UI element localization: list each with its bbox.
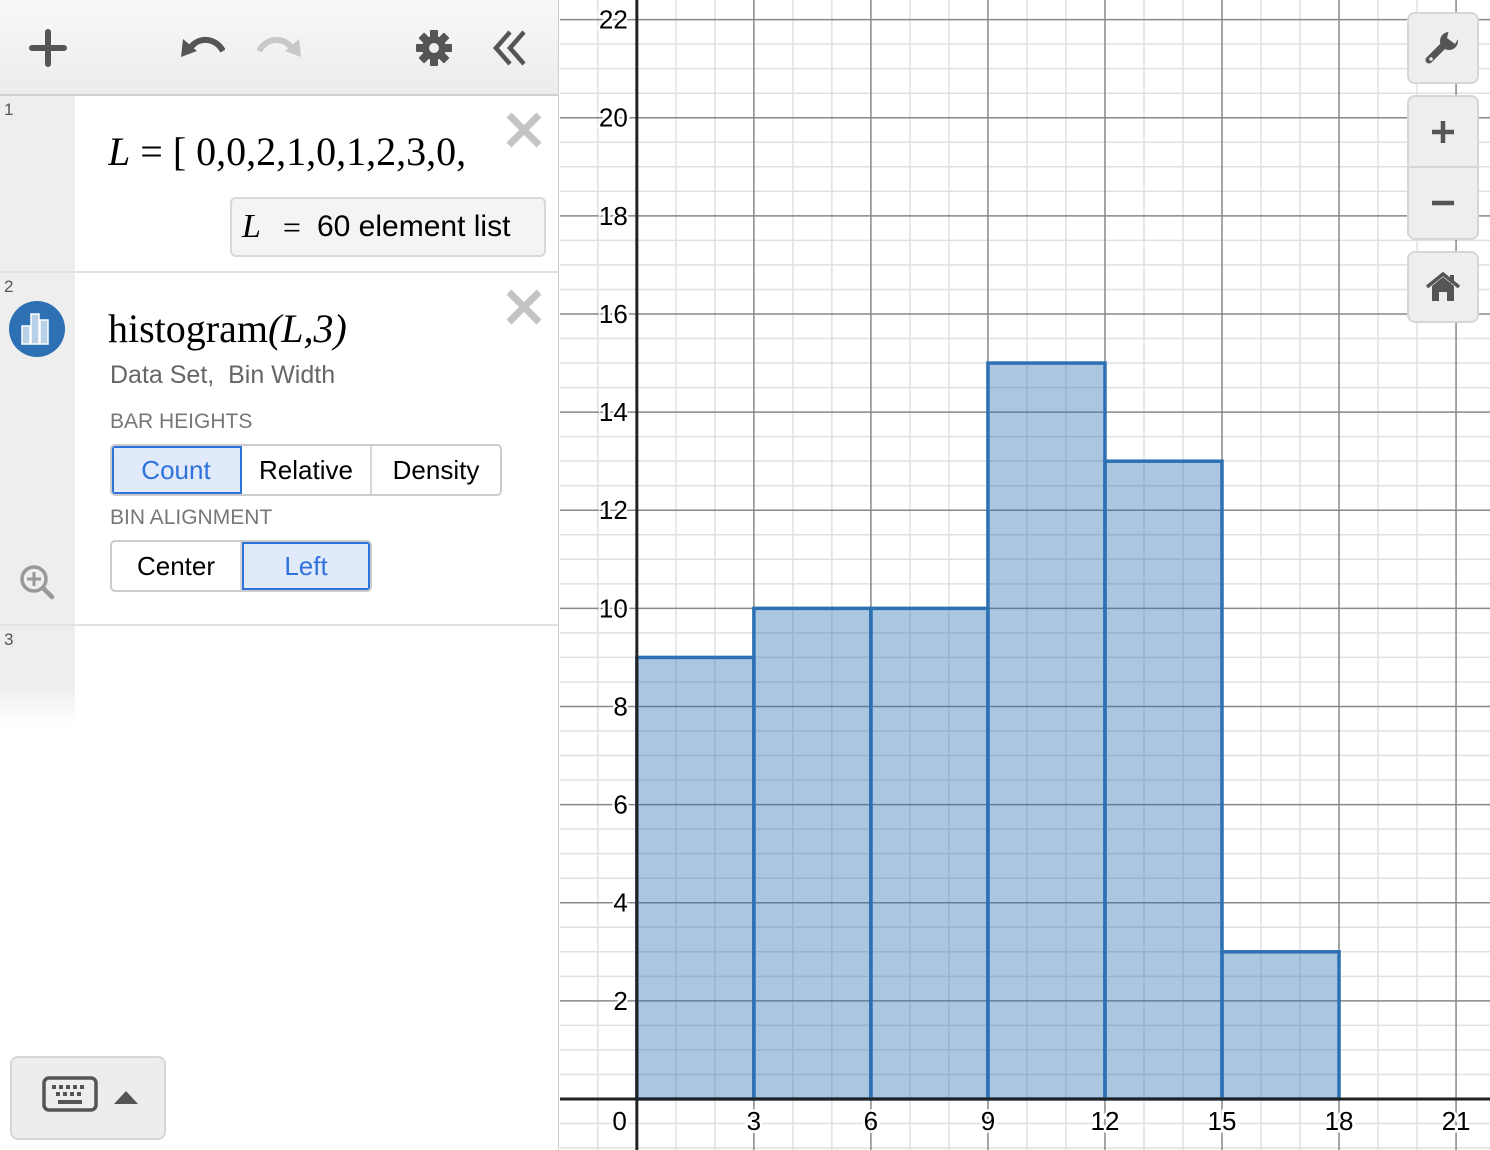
settings-button[interactable]	[410, 24, 458, 72]
x-tick-label: 0	[612, 1106, 626, 1136]
y-tick-label: 22	[599, 5, 628, 35]
row-number: 3	[4, 630, 14, 649]
redo-icon	[257, 37, 301, 57]
bin-alignment-label: BIN ALIGNMENT	[110, 506, 273, 529]
zoom-out-button[interactable]	[1409, 168, 1477, 238]
graph-settings-button[interactable]	[1407, 12, 1479, 84]
y-tick-label: 18	[599, 201, 628, 231]
collapse-panel-button[interactable]	[486, 24, 534, 72]
summary-equals: =	[282, 208, 301, 245]
y-tick-label: 20	[599, 103, 628, 133]
zoom-in-button[interactable]	[1409, 97, 1477, 168]
y-tick-label: 4	[613, 888, 627, 918]
function-args: (L,3)	[267, 306, 347, 351]
redo-button[interactable]	[256, 24, 304, 72]
x-tick-label: 9	[981, 1106, 995, 1136]
y-tick-label: 14	[599, 397, 628, 427]
bar-heights-selector: Count Relative Density	[110, 444, 502, 496]
bin-alignment-selector: Center Left	[110, 540, 372, 592]
x-tick-label: 12	[1091, 1106, 1120, 1136]
delete-expression-2-icon[interactable]	[504, 287, 544, 327]
histogram-color-icon[interactable]	[8, 300, 66, 358]
x-tick-label: 15	[1208, 1106, 1237, 1136]
zoom-controls	[1407, 95, 1479, 240]
y-tick-label: 16	[599, 299, 628, 329]
y-tick-label: 6	[613, 790, 627, 820]
summary-variable: L	[242, 208, 261, 245]
row-gutter: 3	[0, 626, 75, 726]
histogram-bar	[752, 606, 873, 1101]
keyboard-toggle-button[interactable]	[10, 1056, 166, 1140]
histogram-bar	[635, 655, 756, 1101]
bar-heights-relative[interactable]: Relative	[242, 446, 372, 494]
axes	[560, 0, 1490, 1150]
bar-heights-density[interactable]: Density	[392, 454, 480, 485]
y-tick-label: 2	[613, 986, 627, 1016]
undo-button[interactable]	[178, 24, 226, 72]
expression-toolbar	[0, 0, 558, 96]
expression-row-3[interactable]: 3	[0, 626, 558, 726]
x-tick-label: 6	[864, 1106, 878, 1136]
y-tick-label: 10	[599, 593, 628, 623]
minus-icon	[1432, 200, 1454, 206]
wrench-icon	[1425, 30, 1461, 64]
histogram-bars	[635, 361, 1341, 1101]
delete-expression-1-icon[interactable]	[504, 110, 544, 150]
plus-icon	[1432, 120, 1454, 143]
x-tick-label: 18	[1325, 1106, 1354, 1136]
list-summary: L = 60 element list	[230, 197, 546, 257]
row-number: 2	[4, 277, 14, 296]
histogram-expression-input[interactable]: histogram(L,3)	[108, 305, 347, 352]
row-gutter: 1	[0, 96, 75, 271]
expression-row-2[interactable]: 2 histogram(L,3) Data Set, Bin Width BAR…	[0, 273, 558, 626]
histogram-bar	[1103, 459, 1224, 1101]
gear-icon	[416, 30, 452, 66]
histogram-bar	[1220, 950, 1341, 1101]
x-tick-label: 3	[747, 1106, 761, 1136]
histogram-bar	[986, 361, 1107, 1101]
summary-value: 60 element list	[316, 210, 511, 243]
expression-panel: 1 L = [ 0,0,2,1,0,1,2,3,0, L = 60 elemen…	[0, 0, 559, 1150]
list-values: [ 0,0,2,1,0,1,2,3,0,	[172, 129, 467, 174]
bar-heights-count[interactable]: Count	[112, 446, 242, 494]
row-number: 1	[4, 100, 14, 119]
equals-sign: =	[140, 129, 163, 174]
bin-alignment-center[interactable]: Center	[112, 542, 242, 590]
bin-alignment-left[interactable]: Left	[242, 542, 370, 590]
zoom-fit-icon[interactable]	[18, 563, 56, 601]
default-viewport-button[interactable]	[1407, 251, 1479, 323]
variable-name: L	[108, 129, 131, 174]
undo-icon	[181, 37, 225, 57]
keyboard-icon	[42, 1076, 98, 1112]
home-icon	[1426, 272, 1460, 301]
y-tick-label: 8	[613, 691, 627, 721]
expression-row-1[interactable]: 1 L = [ 0,0,2,1,0,1,2,3,0, L = 60 elemen…	[0, 96, 558, 273]
double-chevron-left-icon	[493, 30, 526, 66]
caret-up-icon	[114, 1091, 138, 1104]
bar-heights-label: BAR HEIGHTS	[110, 410, 253, 433]
y-tick-label: 12	[599, 495, 628, 525]
argument-hint: Data Set, Bin Width	[110, 361, 336, 389]
x-tick-label: 21	[1442, 1106, 1471, 1136]
minor-grid	[560, 0, 1490, 1150]
function-name: histogram	[108, 306, 268, 351]
row-gutter: 2	[0, 273, 75, 624]
list-expression-input[interactable]: L = [ 0,0,2,1,0,1,2,3,0,	[108, 128, 486, 175]
add-expression-button[interactable]	[24, 24, 72, 72]
plus-icon	[29, 29, 67, 67]
histogram-bar	[869, 606, 990, 1101]
